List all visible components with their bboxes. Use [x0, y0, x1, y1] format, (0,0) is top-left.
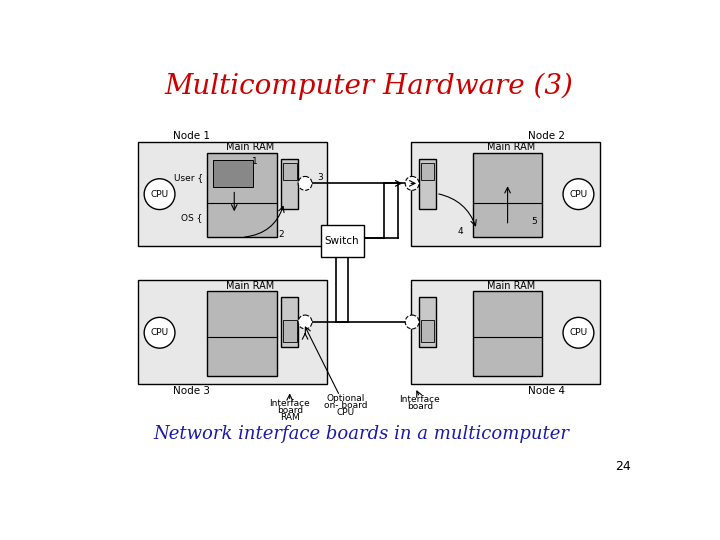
Text: Node 4: Node 4 [528, 386, 564, 395]
Text: CPU: CPU [570, 190, 588, 199]
Text: Multicomputer Hardware (3): Multicomputer Hardware (3) [165, 73, 573, 100]
Text: Optional: Optional [327, 394, 365, 403]
Text: 5: 5 [531, 218, 537, 226]
Bar [138, 280, 327, 384]
Circle shape [144, 318, 175, 348]
Text: Main RAM: Main RAM [225, 281, 274, 291]
Bar [420, 320, 434, 342]
Circle shape [563, 318, 594, 348]
Bar [473, 153, 542, 237]
Circle shape [563, 179, 594, 210]
Text: Main RAM: Main RAM [487, 142, 536, 152]
Bar [420, 164, 434, 180]
Circle shape [405, 177, 419, 190]
Bar [473, 291, 542, 376]
Text: 4: 4 [458, 227, 464, 235]
Circle shape [144, 179, 175, 210]
Text: Main RAM: Main RAM [487, 281, 536, 291]
Bar [411, 280, 600, 384]
Bar [411, 142, 600, 246]
Bar [207, 153, 276, 237]
Text: Network interface boards in a multicomputer: Network interface boards in a multicompu… [153, 426, 570, 443]
Text: 3: 3 [318, 173, 323, 182]
Bar [207, 291, 276, 376]
Bar [213, 160, 253, 187]
Bar [283, 320, 297, 342]
Text: Switch: Switch [325, 236, 359, 246]
Text: Interface: Interface [269, 399, 310, 408]
Text: OS {: OS { [181, 213, 203, 222]
Circle shape [298, 177, 312, 190]
Text: board: board [407, 402, 433, 411]
Text: CPU: CPU [150, 328, 168, 338]
Text: Interface: Interface [400, 395, 440, 404]
Text: User {: User { [174, 173, 203, 182]
Text: 24: 24 [615, 460, 631, 473]
Bar [419, 159, 436, 209]
Circle shape [298, 315, 312, 329]
Text: board: board [276, 406, 302, 415]
Bar [283, 164, 297, 180]
Text: RAM: RAM [280, 413, 300, 422]
Text: CPU: CPU [570, 328, 588, 338]
Bar [419, 298, 436, 347]
Text: 2: 2 [279, 230, 284, 239]
Circle shape [405, 315, 419, 329]
Text: Node 1: Node 1 [174, 131, 210, 141]
Bar [321, 225, 364, 257]
Bar [282, 298, 298, 347]
Bar [282, 159, 298, 209]
Text: Main RAM: Main RAM [225, 142, 274, 152]
Text: on- board: on- board [324, 401, 368, 410]
Text: CPU: CPU [337, 408, 355, 416]
Text: Node 3: Node 3 [174, 386, 210, 395]
Text: CPU: CPU [150, 190, 168, 199]
Bar [138, 142, 327, 246]
Text: 1: 1 [252, 157, 258, 166]
Text: Node 2: Node 2 [528, 131, 564, 141]
